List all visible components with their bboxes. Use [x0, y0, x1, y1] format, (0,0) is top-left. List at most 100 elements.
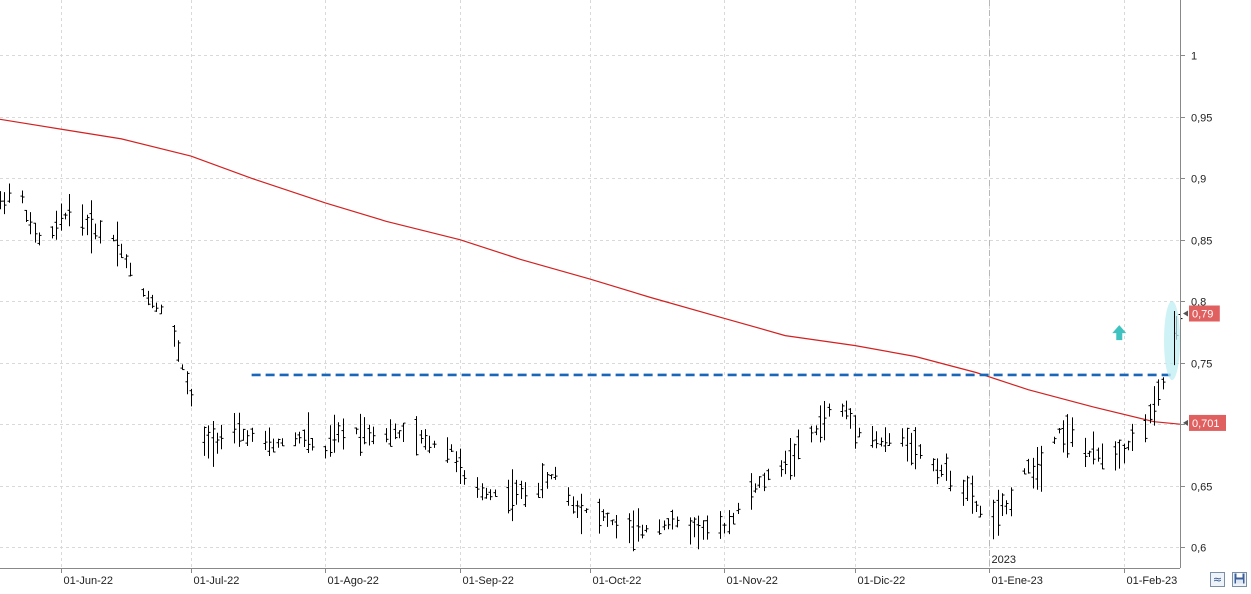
ohlc-bar [948, 470, 953, 492]
zoom-button[interactable]: ≈ [1210, 572, 1225, 587]
ohlc-bar [523, 482, 528, 507]
ohlc-bar [796, 429, 801, 460]
ohlc-bar [24, 209, 29, 222]
ohlc-bar [146, 290, 151, 306]
ohlc-bar [1035, 447, 1040, 490]
ohlc-bar [20, 190, 25, 204]
ohlc-bar [779, 460, 784, 477]
ohlc-bar [37, 232, 42, 246]
ohlc-bar [1083, 437, 1088, 467]
ohlc-bar [662, 520, 667, 531]
ohlc-bar [935, 458, 940, 485]
ohlc-bar [705, 515, 710, 540]
ohlc-bar [753, 483, 758, 493]
ohlc-bar [484, 487, 489, 499]
ohlc-bar [1004, 500, 1009, 515]
ohlc-bar [788, 438, 793, 480]
ohlc-bar [870, 426, 875, 448]
y-tick-label: 0,75 [1191, 359, 1212, 371]
ohlc-bar [631, 510, 636, 552]
ohlc-bar [1000, 493, 1005, 516]
ohlc-bar [180, 364, 185, 371]
ohlc-bar [627, 513, 632, 544]
ohlc-bar [614, 515, 619, 539]
ohlc-bar [540, 463, 545, 499]
ohlc-bar [605, 512, 610, 527]
ohlc-bar [419, 430, 424, 444]
ohlc-bar [362, 417, 367, 445]
ohlc-bar [597, 498, 602, 534]
ohlc-bar [991, 499, 996, 540]
ohlc-bar [98, 220, 103, 244]
ohlc-bar [510, 469, 515, 522]
ohlc-bar [553, 466, 558, 480]
ohlc-bar [1113, 441, 1118, 471]
ohlc-bar [336, 422, 341, 443]
ohlc-bar [640, 524, 645, 539]
ohlc-bar [237, 412, 242, 447]
moving-average-tag-bg [1189, 414, 1226, 431]
ohlc-bar [480, 483, 485, 501]
ohlc-bar [358, 413, 363, 456]
ohlc-bar [913, 427, 918, 470]
ohlc-bar [848, 408, 853, 429]
ohlc-bar [119, 243, 124, 259]
ohlc-bar [397, 430, 402, 439]
ohlc-bar [818, 405, 823, 443]
ohlc-bar [1126, 440, 1131, 451]
ohlc-bar [939, 464, 944, 477]
y-tick-label: 0,95 [1191, 113, 1212, 125]
x-tick-label: 01-Feb-23 [1127, 575, 1178, 587]
ohlc-bar [354, 427, 359, 435]
ohlc-bar [1161, 377, 1166, 390]
moving-average-layer [0, 118, 1181, 425]
y-tick-label: 0,8 [1191, 297, 1206, 309]
ohlc-bar [657, 519, 662, 535]
ohlc-bar [722, 523, 727, 534]
ohlc-bar [974, 500, 979, 512]
ohlc-bar [63, 212, 68, 220]
ohlc-bar [736, 502, 741, 514]
breakout-highlight [1164, 301, 1180, 381]
ohlc-bar [124, 254, 129, 269]
ohlc-bar [1130, 423, 1135, 451]
ohlc-bar [536, 482, 541, 498]
ohlc-bar [827, 403, 832, 417]
ohlc-bar [432, 440, 437, 448]
ohlc-bar [1061, 420, 1066, 453]
ohlc-bar [1091, 431, 1096, 465]
ohlc-bar [1022, 468, 1027, 475]
ohlc-bar [293, 432, 298, 447]
save-button[interactable] [1232, 572, 1247, 587]
annotations [251, 301, 1180, 381]
ohlc-bar [172, 325, 177, 347]
ohlc-bar [28, 212, 33, 235]
x-tick-label: 01-Oct-22 [593, 575, 642, 587]
x-tick-label: 01-Sep-22 [463, 575, 514, 587]
ohlc-bar [1117, 439, 1122, 469]
ohlc-bar [176, 340, 181, 362]
x-tick-label: 01-Dic-22 [858, 575, 906, 587]
ohlc-bar [514, 479, 519, 505]
ohlc-bar [1065, 414, 1070, 458]
ohlc-bar [731, 512, 736, 525]
ohlc-bar [545, 472, 550, 489]
ohlc-bar [844, 400, 849, 420]
ohlc-bar [584, 508, 589, 513]
ohlc-bar [206, 425, 211, 459]
ohlc-bar [80, 204, 85, 236]
ohlc-bar [271, 438, 276, 453]
ohlc-bar [853, 415, 858, 449]
ohlc-bar [1143, 414, 1148, 443]
ohlc-bar [670, 509, 675, 530]
ohlc-bar [822, 401, 827, 441]
y-tick-label: 0,6 [1191, 543, 1206, 555]
ohlc-bar [297, 431, 302, 444]
ohlc-bar [323, 445, 328, 459]
moving-average-line [0, 118, 1181, 425]
ohlc-bar [111, 234, 116, 242]
ohlc-bar [809, 425, 814, 443]
moving-average-tag-label: 0,701 [1192, 418, 1220, 430]
